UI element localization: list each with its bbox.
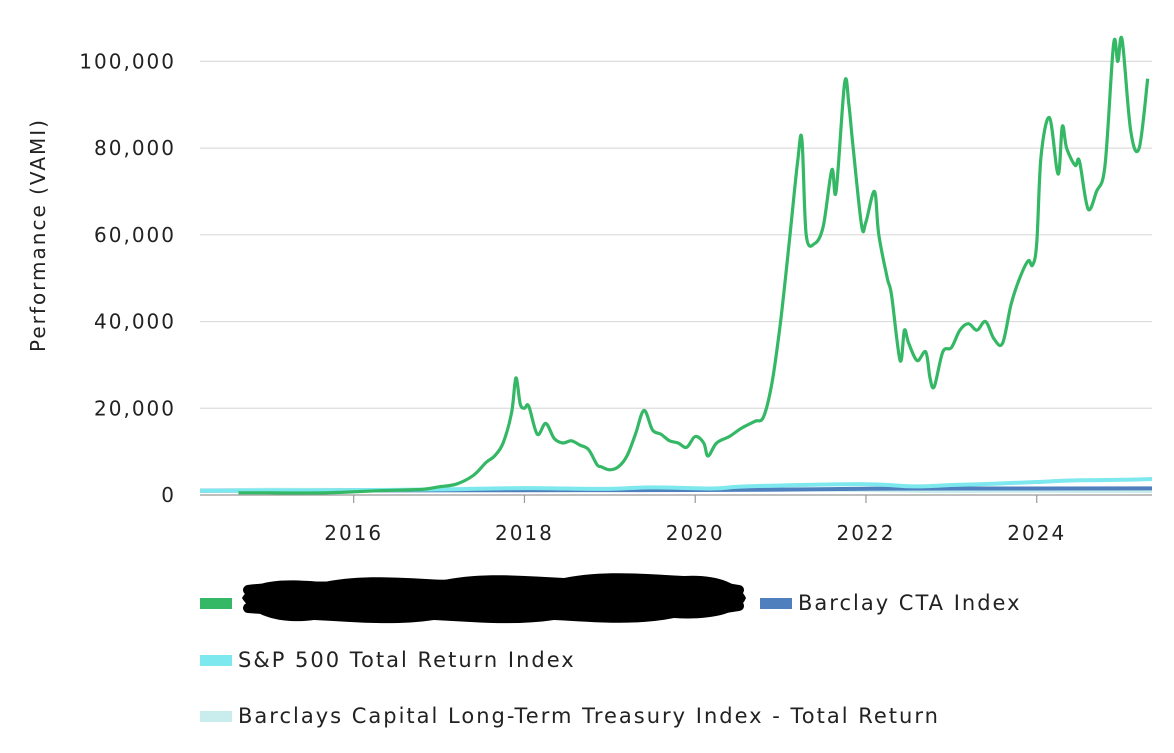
y-tick-label: 40,000 xyxy=(94,310,176,334)
legend-item-barclay-cta[interactable]: Barclay CTA Index xyxy=(760,583,1022,623)
legend-item-redacted-series[interactable] xyxy=(200,583,238,623)
y-tick-label: 0 xyxy=(161,483,176,507)
y-tick-label: 100,000 xyxy=(79,49,176,73)
gridlines xyxy=(200,60,1152,409)
x-tick-label: 2024 xyxy=(1007,521,1066,545)
legend-label-barclay-cta: Barclay CTA Index xyxy=(798,591,1022,615)
legend-swatch-redacted xyxy=(200,597,232,609)
y-tick-label: 20,000 xyxy=(94,396,176,420)
legend-label-treasury: Barclays Capital Long-Term Treasury Inde… xyxy=(238,704,940,728)
redaction-scribble xyxy=(242,573,746,624)
series-lines xyxy=(199,35,1153,495)
x-tick-label: 2022 xyxy=(837,521,896,545)
x-tick-label: 2016 xyxy=(324,521,383,545)
x-axis-ticks: 2016 2018 2020 2022 2024 xyxy=(324,495,1066,545)
y-axis-label: Performance (VAMI) xyxy=(26,118,50,352)
x-tick-label: 2018 xyxy=(495,521,554,545)
legend-item-treasury[interactable]: Barclays Capital Long-Term Treasury Inde… xyxy=(200,696,940,736)
legend-label-sp500: S&P 500 Total Return Index xyxy=(238,648,576,672)
legend-swatch-barclay-cta xyxy=(760,597,792,609)
legend-swatch-treasury xyxy=(200,710,232,722)
legend-swatch-sp500 xyxy=(200,654,232,666)
y-tick-label: 60,000 xyxy=(94,223,176,247)
y-axis-ticks: 0 20,000 40,000 60,000 80,000 100,000 xyxy=(79,49,176,507)
x-tick-label: 2020 xyxy=(666,521,725,545)
y-tick-label: 80,000 xyxy=(94,136,176,160)
series-line-0 xyxy=(238,35,1150,495)
legend-item-sp500[interactable]: S&P 500 Total Return Index xyxy=(200,640,576,680)
